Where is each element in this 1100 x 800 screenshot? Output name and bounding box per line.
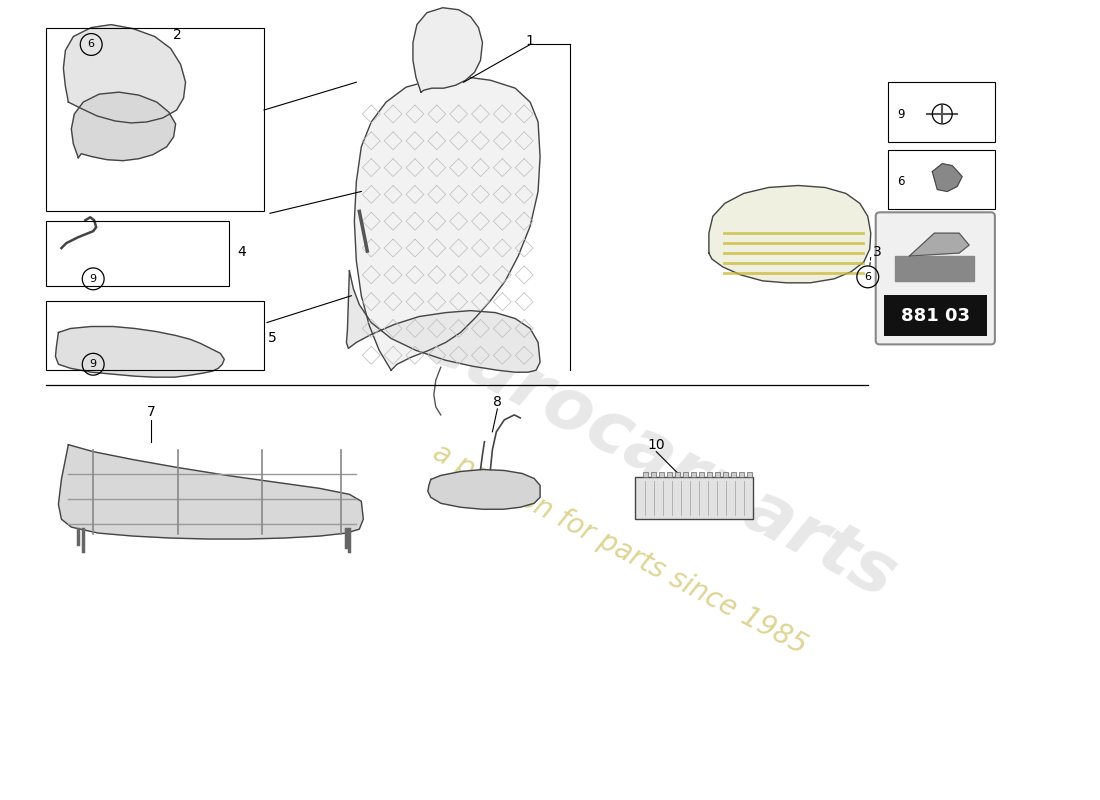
Text: 10: 10 xyxy=(648,438,666,452)
Bar xyxy=(644,473,648,478)
Polygon shape xyxy=(910,233,969,256)
Text: 6: 6 xyxy=(865,272,871,282)
Text: a passion for parts since 1985: a passion for parts since 1985 xyxy=(428,438,812,660)
Bar xyxy=(723,473,728,478)
Polygon shape xyxy=(933,164,962,191)
Bar xyxy=(707,473,712,478)
Polygon shape xyxy=(64,25,186,123)
Polygon shape xyxy=(346,271,540,372)
Polygon shape xyxy=(708,186,871,283)
Bar xyxy=(45,222,229,286)
Text: 1: 1 xyxy=(526,34,535,47)
Bar xyxy=(675,473,680,478)
Text: 5: 5 xyxy=(267,331,276,346)
Polygon shape xyxy=(55,326,224,377)
Bar xyxy=(747,473,751,478)
Bar xyxy=(659,473,664,478)
Text: 6: 6 xyxy=(898,175,905,188)
Bar xyxy=(668,473,672,478)
Text: 7: 7 xyxy=(146,405,155,419)
Bar xyxy=(739,473,744,478)
Text: 3: 3 xyxy=(873,245,882,259)
Bar xyxy=(883,294,987,337)
Bar xyxy=(888,82,994,142)
Text: eurocarparts: eurocarparts xyxy=(410,306,908,614)
Text: 4: 4 xyxy=(238,245,246,259)
Text: 2: 2 xyxy=(173,27,182,42)
Text: 9: 9 xyxy=(898,107,905,121)
Bar xyxy=(651,473,657,478)
Bar xyxy=(715,473,719,478)
Bar xyxy=(683,473,688,478)
Bar xyxy=(888,150,994,210)
Text: 881 03: 881 03 xyxy=(901,306,970,325)
Bar xyxy=(730,473,736,478)
Text: 8: 8 xyxy=(493,395,502,409)
Bar xyxy=(691,473,696,478)
Polygon shape xyxy=(894,256,974,281)
FancyBboxPatch shape xyxy=(876,212,994,344)
Text: 9: 9 xyxy=(89,274,97,284)
Bar xyxy=(45,28,264,211)
Bar xyxy=(45,301,264,370)
Text: 6: 6 xyxy=(88,39,95,50)
Text: 9: 9 xyxy=(89,359,97,370)
Polygon shape xyxy=(72,92,176,161)
Bar xyxy=(698,473,704,478)
Polygon shape xyxy=(412,8,483,92)
Bar xyxy=(636,478,752,519)
Polygon shape xyxy=(58,445,363,539)
Polygon shape xyxy=(428,470,540,510)
Polygon shape xyxy=(354,76,540,370)
